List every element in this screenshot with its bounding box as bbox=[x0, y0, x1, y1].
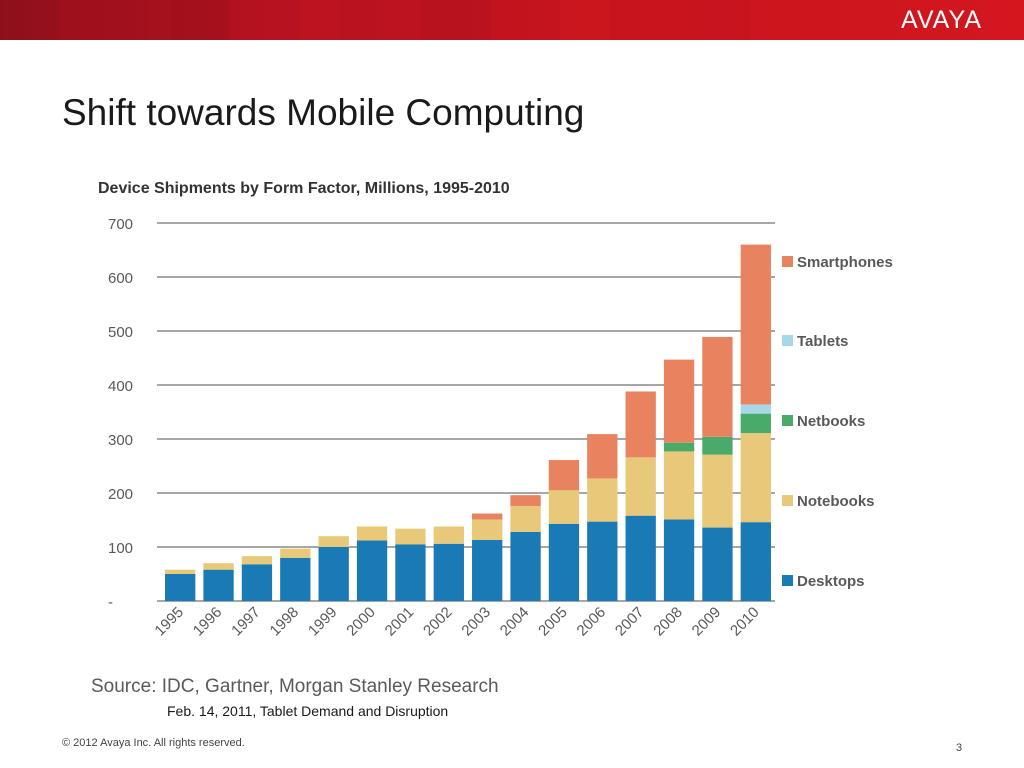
legend-swatch-smartphones bbox=[782, 256, 793, 267]
legend-label-tablets: Tablets bbox=[797, 333, 848, 350]
device-shipments-chart: Device Shipments by Form Factor, Million… bbox=[98, 180, 893, 640]
legend-label-notebooks: Notebooks bbox=[797, 493, 875, 510]
x-tick-label: 1996 bbox=[190, 604, 226, 640]
bar-desktops-2008 bbox=[663, 519, 695, 601]
bar-desktops-1996 bbox=[203, 569, 234, 601]
x-tick-label: 2010 bbox=[727, 604, 763, 640]
bar-netbooks-2010 bbox=[740, 413, 771, 434]
bar-notebooks-2003 bbox=[472, 519, 503, 540]
y-tick-label: 200 bbox=[108, 486, 133, 503]
page-number: 3 bbox=[956, 742, 963, 754]
y-tick-label: 100 bbox=[108, 540, 133, 557]
bar-desktops-2003 bbox=[472, 539, 503, 601]
bar-desktops-1998 bbox=[280, 557, 311, 601]
x-tick-label: 2004 bbox=[497, 604, 533, 640]
x-tick-label: 2007 bbox=[612, 604, 648, 640]
bar-netbooks-2009 bbox=[702, 436, 733, 455]
avaya-logo: AVAYA bbox=[901, 6, 982, 34]
bar-notebooks-2007 bbox=[625, 457, 656, 516]
bar-desktops-2000 bbox=[356, 540, 388, 601]
source-text: Source: IDC, Gartner, Morgan Stanley Res… bbox=[91, 676, 499, 697]
y-tick-label: 600 bbox=[108, 270, 133, 287]
bar-smartphones-2005 bbox=[548, 460, 580, 491]
bar-desktops-1997 bbox=[241, 564, 273, 601]
bar-smartphones-2008 bbox=[663, 359, 695, 443]
bar-desktops-1995 bbox=[165, 574, 196, 601]
bar-desktops-2006 bbox=[587, 521, 618, 601]
legend-swatch-desktops bbox=[782, 575, 793, 586]
chart-title: Device Shipments by Form Factor, Million… bbox=[98, 180, 510, 197]
bar-desktops-2001 bbox=[395, 544, 426, 601]
bar-smartphones-2007 bbox=[625, 391, 656, 458]
bar-notebooks-2002 bbox=[433, 526, 464, 544]
bar-notebooks-2009 bbox=[702, 454, 733, 528]
bar-smartphones-2010 bbox=[740, 244, 771, 405]
bar-notebooks-2010 bbox=[740, 433, 771, 523]
bar-smartphones-2004 bbox=[510, 495, 541, 506]
subsource-text: Feb. 14, 2011, Tablet Demand and Disrupt… bbox=[167, 703, 449, 719]
header-bar: AVAYA bbox=[0, 0, 1024, 40]
y-tick-label: - bbox=[108, 594, 113, 611]
legend-swatch-netbooks bbox=[782, 415, 793, 426]
x-tick-label: 1995 bbox=[151, 604, 187, 640]
x-tick-label: 1999 bbox=[305, 604, 341, 640]
bar-notebooks-2006 bbox=[587, 478, 618, 522]
bar-notebooks-2004 bbox=[510, 505, 541, 532]
x-tick-label: 2000 bbox=[343, 604, 379, 640]
header-tile bbox=[690, 0, 750, 40]
legend-swatch-notebooks bbox=[782, 495, 793, 506]
bar-notebooks-1997 bbox=[241, 556, 273, 565]
legend-label-smartphones: Smartphones bbox=[797, 254, 893, 271]
bar-notebooks-1996 bbox=[203, 563, 234, 570]
bar-notebooks-2008 bbox=[663, 451, 695, 520]
header-tile bbox=[420, 0, 490, 40]
bar-desktops-2009 bbox=[702, 527, 733, 601]
bar-notebooks-2001 bbox=[395, 528, 426, 545]
x-tick-label: 2002 bbox=[420, 604, 456, 640]
bar-desktops-2004 bbox=[510, 531, 541, 601]
x-tick-label: 2006 bbox=[574, 604, 610, 640]
bar-notebooks-2000 bbox=[356, 526, 388, 541]
x-tick-label: 2003 bbox=[458, 604, 494, 640]
copyright-text: © 2012 Avaya Inc. All rights reserved. bbox=[62, 737, 245, 749]
x-tick-label: 2008 bbox=[650, 604, 686, 640]
bar-notebooks-1999 bbox=[318, 536, 349, 547]
bar-netbooks-2008 bbox=[663, 442, 695, 452]
legend-swatch-tablets bbox=[782, 335, 793, 346]
bar-notebooks-2005 bbox=[548, 490, 580, 524]
header-tile bbox=[170, 0, 230, 40]
bar-notebooks-1995 bbox=[165, 569, 196, 574]
bar-desktops-2002 bbox=[433, 543, 464, 601]
bar-smartphones-2003 bbox=[472, 513, 503, 520]
bar-notebooks-1998 bbox=[280, 548, 311, 558]
y-tick-label: 700 bbox=[108, 216, 133, 233]
y-tick-label: 300 bbox=[108, 432, 133, 449]
x-tick-label: 2005 bbox=[535, 604, 571, 640]
bar-desktops-2007 bbox=[625, 515, 656, 601]
x-tick-label: 1997 bbox=[228, 604, 264, 640]
header-tile bbox=[560, 0, 610, 40]
y-tick-label: 400 bbox=[108, 378, 133, 395]
x-tick-label: 2001 bbox=[382, 604, 418, 640]
slide-title: Shift towards Mobile Computing bbox=[62, 92, 585, 133]
bar-smartphones-2009 bbox=[702, 336, 733, 437]
bar-desktops-2010 bbox=[740, 522, 771, 601]
x-tick-label: 2009 bbox=[689, 604, 725, 640]
legend-label-desktops: Desktops bbox=[797, 573, 865, 590]
bar-tablets-2010 bbox=[740, 404, 771, 414]
x-tick-label: 1998 bbox=[267, 604, 303, 640]
header-tile bbox=[300, 0, 340, 40]
y-tick-label: 500 bbox=[108, 324, 133, 341]
header-tile bbox=[60, 0, 110, 40]
bar-smartphones-2006 bbox=[587, 434, 618, 479]
bar-desktops-2005 bbox=[548, 523, 580, 601]
bar-desktops-1999 bbox=[318, 547, 349, 601]
legend-label-netbooks: Netbooks bbox=[797, 413, 865, 430]
